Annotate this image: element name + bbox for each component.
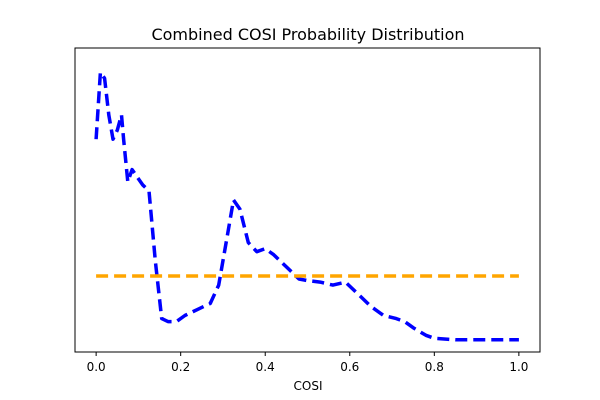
x-tick-label: 0.0	[87, 360, 106, 374]
x-tick-label: 0.2	[171, 360, 190, 374]
chart-title: Combined COSI Probability Distribution	[151, 25, 464, 44]
x-axis: 0.0 0.2 0.4 0.6 0.8 1.0	[87, 352, 528, 374]
x-tick-label: 0.8	[425, 360, 444, 374]
x-tick-label: 0.6	[340, 360, 359, 374]
x-axis-label: COSI	[294, 379, 323, 393]
axes-frame	[74, 47, 541, 353]
series-line-0	[94, 70, 519, 342]
x-tick-label: 1.0	[509, 360, 528, 374]
plot-area	[94, 70, 519, 342]
x-tick-label: 0.4	[256, 360, 275, 374]
